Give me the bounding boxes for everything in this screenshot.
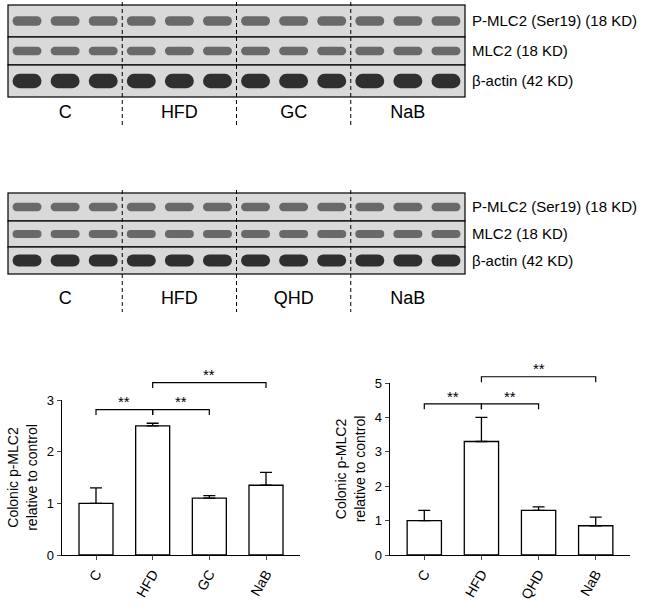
svg-text:QHD: QHD: [274, 288, 314, 308]
svg-text:1: 1: [47, 496, 54, 511]
svg-text:C: C: [414, 567, 433, 584]
svg-text:Colonic p-MLC2relative to cont: Colonic p-MLC2relative to control: [333, 416, 367, 523]
svg-text:GC: GC: [194, 567, 218, 593]
svg-text:4: 4: [375, 410, 382, 425]
svg-text:C: C: [59, 102, 72, 122]
svg-text:**: **: [203, 366, 215, 383]
svg-text:P-MLC2 (Ser19) (18 KD): P-MLC2 (Ser19) (18 KD): [472, 198, 637, 215]
svg-text:2: 2: [375, 479, 382, 494]
svg-text:**: **: [175, 393, 187, 410]
svg-text:NaB: NaB: [247, 567, 274, 599]
svg-text:HFD: HFD: [161, 288, 198, 308]
svg-text:5: 5: [375, 376, 382, 391]
svg-text:HFD: HFD: [161, 102, 198, 122]
svg-text:NaB: NaB: [390, 102, 425, 122]
svg-text:**: **: [447, 388, 459, 405]
svg-text:0: 0: [47, 548, 54, 563]
svg-text:P-MLC2 (Ser19) (18 KD): P-MLC2 (Ser19) (18 KD): [472, 12, 637, 29]
svg-text:2: 2: [47, 444, 54, 459]
svg-text:MLC2 (18 KD): MLC2 (18 KD): [472, 225, 568, 242]
svg-text:**: **: [504, 388, 516, 405]
svg-text:HFD: HFD: [133, 567, 161, 600]
svg-text:**: **: [118, 393, 130, 410]
svg-text:3: 3: [47, 393, 54, 408]
svg-text:QHD: QHD: [518, 567, 547, 602]
svg-text:C: C: [86, 567, 105, 584]
svg-text:**: **: [533, 360, 545, 377]
svg-text:NaB: NaB: [390, 288, 425, 308]
svg-text:NaB: NaB: [577, 567, 604, 599]
svg-text:C: C: [59, 288, 72, 308]
svg-text:3: 3: [375, 444, 382, 459]
svg-text:GC: GC: [280, 102, 307, 122]
svg-text:β-actin (42 KD): β-actin (42 KD): [472, 252, 573, 269]
svg-text:1: 1: [375, 513, 382, 528]
svg-text:0: 0: [375, 548, 382, 563]
svg-text:β-actin (42 KD): β-actin (42 KD): [472, 72, 573, 89]
svg-text:MLC2 (18 KD): MLC2 (18 KD): [472, 42, 568, 59]
svg-text:HFD: HFD: [462, 567, 490, 600]
svg-text:Colonic p-MLC2relative to cont: Colonic p-MLC2relative to control: [5, 424, 39, 531]
